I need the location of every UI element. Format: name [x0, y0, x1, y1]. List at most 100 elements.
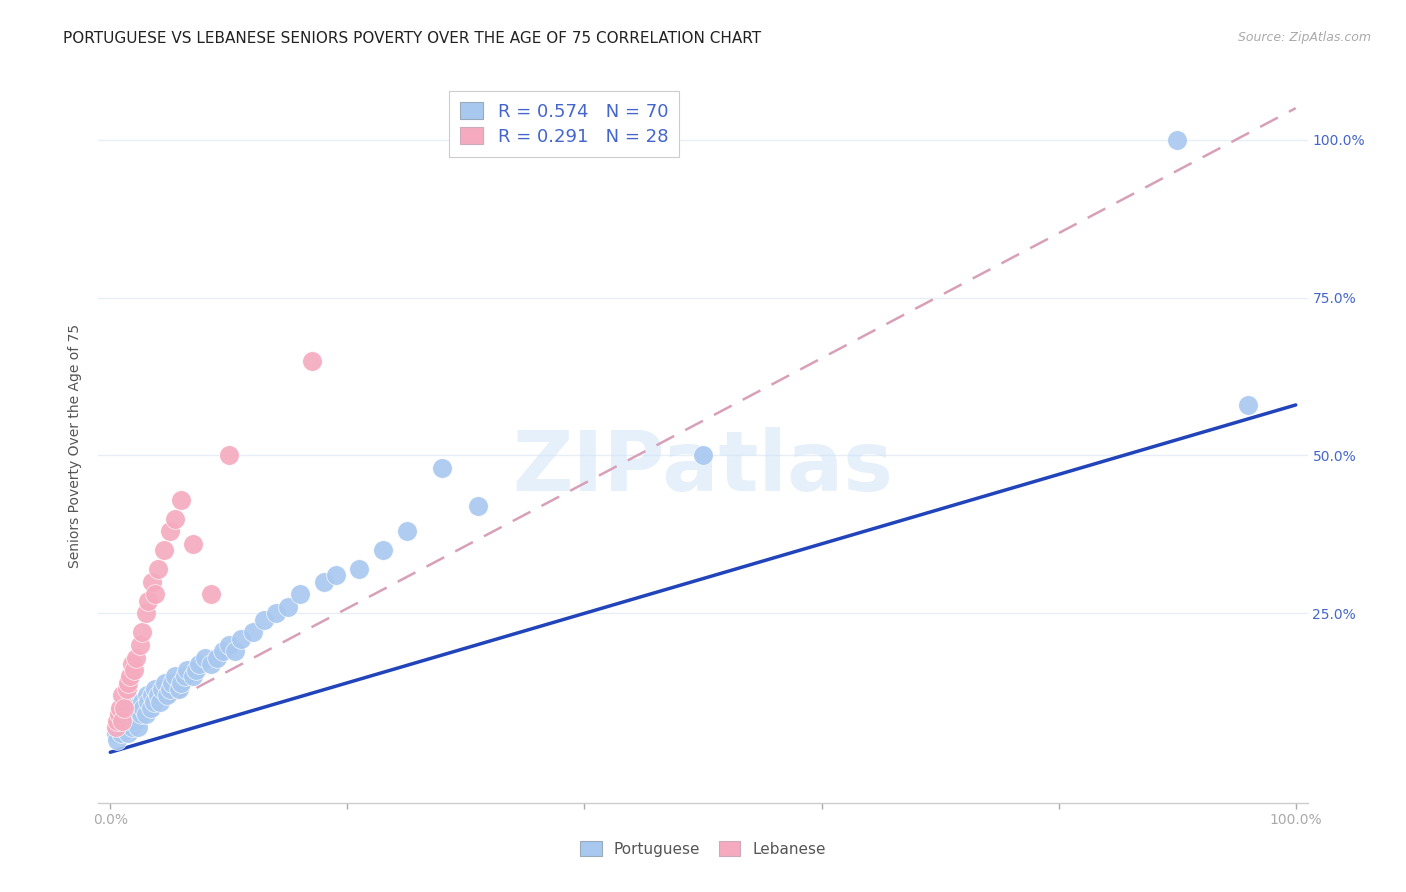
Point: [143, 682, 166, 697]
Point: [111, 714, 134, 728]
Point: [136, 593, 159, 607]
Point: [160, 675, 183, 690]
Point: [181, 537, 204, 551]
Point: [432, 461, 454, 475]
Point: [131, 625, 153, 640]
Point: [108, 714, 131, 728]
Point: [124, 707, 146, 722]
Point: [218, 638, 240, 652]
Legend: Portuguese, Lebanese: Portuguese, Lebanese: [574, 835, 832, 863]
Point: [277, 600, 299, 615]
Point: [114, 701, 136, 715]
Point: [132, 701, 155, 715]
Point: [1237, 398, 1260, 412]
Point: [371, 543, 394, 558]
Point: [152, 543, 174, 558]
Point: [184, 663, 207, 677]
Point: [224, 644, 246, 658]
Point: [115, 720, 138, 734]
Point: [395, 524, 418, 539]
Point: [111, 720, 134, 734]
Text: PORTUGUESE VS LEBANESE SENIORS POVERTY OVER THE AGE OF 75 CORRELATION CHART: PORTUGUESE VS LEBANESE SENIORS POVERTY O…: [63, 31, 762, 46]
Y-axis label: Seniors Poverty Over the Age of 75: Seniors Poverty Over the Age of 75: [69, 324, 83, 568]
Point: [149, 695, 172, 709]
Point: [181, 669, 204, 683]
Point: [105, 720, 128, 734]
Point: [205, 650, 228, 665]
Point: [121, 657, 143, 671]
Point: [301, 353, 323, 368]
Point: [167, 682, 190, 697]
Point: [325, 568, 347, 582]
Point: [129, 701, 152, 715]
Point: [143, 695, 166, 709]
Point: [129, 638, 152, 652]
Point: [170, 675, 193, 690]
Point: [692, 449, 714, 463]
Point: [115, 682, 138, 697]
Text: Source: ZipAtlas.com: Source: ZipAtlas.com: [1237, 31, 1371, 45]
Point: [105, 732, 128, 747]
Point: [122, 701, 145, 715]
Point: [118, 714, 141, 728]
Point: [117, 701, 139, 715]
Point: [136, 695, 159, 709]
Point: [120, 707, 142, 722]
Point: [1166, 133, 1188, 147]
Point: [165, 669, 187, 683]
Point: [176, 663, 198, 677]
Point: [141, 574, 163, 589]
Point: [107, 720, 129, 734]
Point: [174, 669, 197, 683]
Point: [107, 707, 129, 722]
Point: [111, 707, 134, 722]
Point: [125, 650, 148, 665]
Point: [139, 701, 162, 715]
Point: [242, 625, 264, 640]
Point: [253, 613, 276, 627]
Text: ZIPatlas: ZIPatlas: [513, 427, 893, 508]
Point: [347, 562, 370, 576]
Point: [105, 726, 128, 740]
Point: [125, 714, 148, 728]
Point: [111, 701, 134, 715]
Point: [117, 675, 139, 690]
Point: [111, 689, 134, 703]
Point: [288, 587, 311, 601]
Point: [200, 657, 222, 671]
Point: [159, 682, 181, 697]
Point: [200, 587, 222, 601]
Point: [188, 657, 211, 671]
Point: [135, 707, 157, 722]
Point: [143, 587, 166, 601]
Point: [146, 562, 169, 576]
Point: [127, 720, 149, 734]
Point: [110, 726, 132, 740]
Point: [122, 663, 145, 677]
Point: [121, 695, 143, 709]
Point: [117, 726, 139, 740]
Point: [114, 707, 136, 722]
Point: [122, 714, 145, 728]
Point: [467, 499, 489, 513]
Point: [120, 669, 142, 683]
Point: [152, 682, 174, 697]
Point: [146, 689, 169, 703]
Point: [135, 607, 157, 621]
Point: [121, 720, 143, 734]
Point: [114, 714, 136, 728]
Point: [312, 574, 335, 589]
Point: [141, 689, 163, 703]
Point: [105, 714, 128, 728]
Point: [194, 650, 217, 665]
Point: [170, 492, 193, 507]
Point: [218, 449, 240, 463]
Point: [156, 689, 179, 703]
Point: [153, 675, 176, 690]
Point: [229, 632, 252, 646]
Point: [108, 701, 131, 715]
Point: [264, 607, 287, 621]
Point: [129, 707, 152, 722]
Point: [212, 644, 235, 658]
Point: [165, 511, 187, 525]
